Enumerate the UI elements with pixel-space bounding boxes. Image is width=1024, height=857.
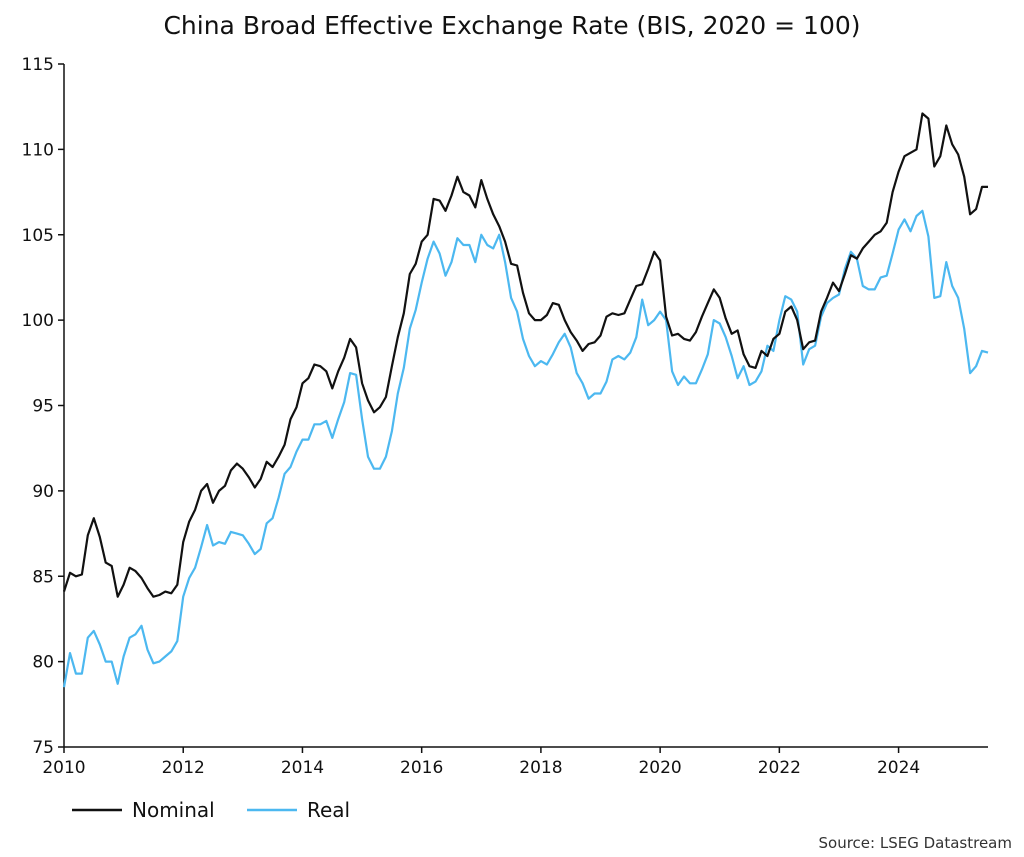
series-line-nominal: [62, 112, 988, 598]
y-tick-label: 110: [22, 140, 54, 160]
series-line-real: [62, 209, 989, 688]
x-tick-label: 2024: [877, 758, 920, 778]
y-tick-label: 90: [32, 482, 54, 502]
legend-label-nominal: Nominal: [132, 798, 215, 822]
y-tick-label: 75: [32, 738, 54, 758]
y-tick-label: 115: [22, 55, 54, 75]
y-tick-label: 105: [22, 226, 54, 246]
x-tick-label: 2022: [758, 758, 801, 778]
legend: Nominal Real: [72, 798, 350, 822]
x-tick-label: 2014: [281, 758, 324, 778]
legend-label-real: Real: [307, 798, 350, 822]
y-tick-label: 100: [22, 311, 54, 331]
source-note: Source: LSEG Datastream: [819, 834, 1012, 852]
x-tick-label: 2012: [162, 758, 205, 778]
x-tick-label: 2016: [400, 758, 443, 778]
y-tick-label: 95: [32, 397, 54, 417]
x-tick-label: 2010: [42, 758, 85, 778]
x-tick-label: 2020: [638, 758, 681, 778]
axes: [63, 64, 988, 748]
y-tick-label: 80: [32, 653, 54, 673]
x-axis-ticks: 2010 2012 2014 2016 2018 2020 2022 2024: [42, 747, 920, 778]
chart-title: China Broad Effective Exchange Rate (BIS…: [163, 11, 860, 40]
series-lines: [62, 112, 989, 688]
x-tick-label: 2018: [519, 758, 562, 778]
y-tick-label: 85: [32, 567, 54, 587]
y-axis-ticks: 75 80 85 90 95 100 105 110 115: [22, 55, 64, 758]
